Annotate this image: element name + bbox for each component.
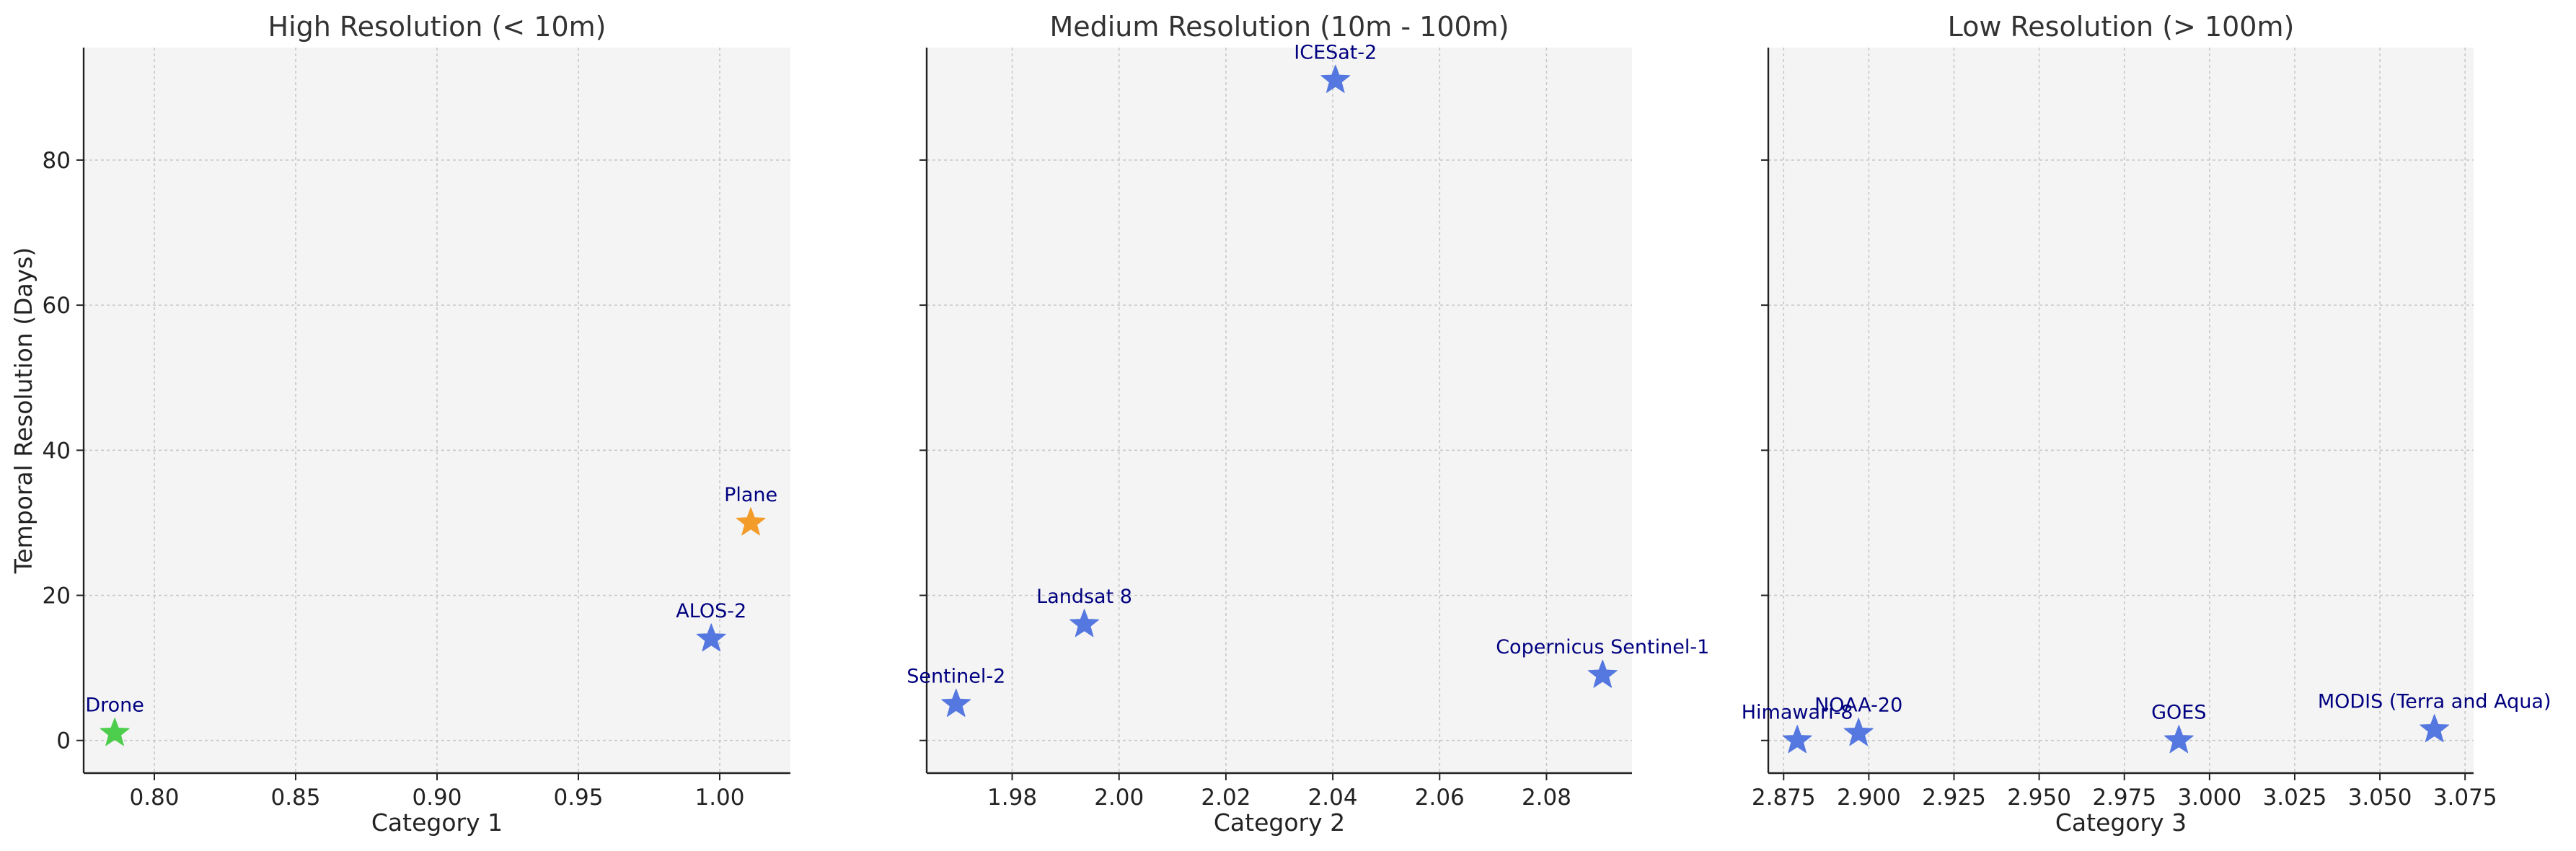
chart-panel-3: 2.875 2.900 2.925 2.950 2.975 3.000 3.025 3.050… xyxy=(1742,11,2551,837)
y-tick-label: 20 xyxy=(43,583,71,609)
data-point-star xyxy=(2420,714,2450,743)
data-point-label: Drone xyxy=(85,695,144,717)
data-point-star xyxy=(1320,64,1351,93)
chart-title: Medium Resolution (10m - 100m) xyxy=(1049,11,1509,43)
x-tick-label: 2.06 xyxy=(1415,785,1465,811)
data-point-star xyxy=(1587,659,1618,688)
data-point-label: MODIS (Terra and Aqua) xyxy=(2318,691,2551,713)
data-point-label: Plane xyxy=(724,484,777,506)
x-tick-label: 3.075 xyxy=(2433,785,2497,811)
data-point-label: Copernicus Sentinel-1 xyxy=(1496,636,1709,658)
x-tick-label: 0.80 xyxy=(129,785,179,811)
data-point-star xyxy=(736,507,766,536)
x-tick-label: 2.02 xyxy=(1201,785,1250,811)
x-axis-label: Category 3 xyxy=(2055,808,2187,837)
x-tick-label: 1.98 xyxy=(987,785,1037,811)
chart-panel-1: 0.80 0.85 0.90 0.95 1.00 0 20 40 60 80 High Resolu… xyxy=(9,11,790,837)
data-point-label: ALOS-2 xyxy=(676,600,746,622)
data-point-label: Sentinel-2 xyxy=(907,665,1005,687)
x-tick-label: 3.025 xyxy=(2263,785,2327,811)
x-tick-label: 1.00 xyxy=(694,785,744,811)
data-point-label: Himawari-8 xyxy=(1742,702,1853,724)
x-tick-label: 2.975 xyxy=(2092,785,2156,811)
plot-background xyxy=(927,48,1632,773)
x-tick-label: 2.875 xyxy=(1752,785,1816,811)
data-point-label: NOAA-20 xyxy=(1814,695,1902,717)
data-point-star xyxy=(1843,718,1874,746)
x-axis-label: Category 1 xyxy=(371,808,503,837)
chart-title: High Resolution (< 10m) xyxy=(268,11,606,43)
x-tick-label: 3.000 xyxy=(2177,785,2241,811)
data-point-star xyxy=(696,623,726,652)
data-point-star xyxy=(2163,725,2194,754)
x-tick-label: 0.85 xyxy=(270,785,320,811)
chart-panel-2: 1.98 2.00 2.02 2.04 2.06 2.08 Medium Resolutio… xyxy=(907,11,1709,837)
chart-title: Low Resolution (> 100m) xyxy=(1948,11,2295,43)
x-tick-label: 2.950 xyxy=(2007,785,2071,811)
y-tick-label: 80 xyxy=(43,148,71,174)
x-tick-label: 2.08 xyxy=(1522,785,1571,811)
y-tick-label: 0 xyxy=(56,728,71,754)
x-tick-label: 3.050 xyxy=(2348,785,2412,811)
x-tick-label: 0.95 xyxy=(553,785,603,811)
data-point-label: ICESat-2 xyxy=(1294,41,1377,63)
data-point-star xyxy=(1782,725,1812,754)
x-axis-label: Category 2 xyxy=(1214,808,1345,837)
data-point-label: Landsat 8 xyxy=(1036,586,1132,608)
data-point-star xyxy=(941,688,971,717)
x-tick-label: 2.925 xyxy=(1922,785,1986,811)
y-tick-label: 60 xyxy=(43,293,71,319)
data-point-star xyxy=(100,718,130,746)
x-tick-label: 2.900 xyxy=(1837,785,1901,811)
plot-background xyxy=(84,48,790,773)
x-tick-label: 2.04 xyxy=(1308,785,1358,811)
x-tick-label: 2.00 xyxy=(1094,785,1144,811)
data-point-label: GOES xyxy=(2151,702,2206,724)
plot-background xyxy=(1768,48,2474,773)
y-axis-label: Temporal Resolution (Days) xyxy=(9,247,38,575)
data-point-star xyxy=(1069,609,1100,638)
y-tick-label: 40 xyxy=(43,438,71,464)
x-tick-label: 0.90 xyxy=(412,785,462,811)
